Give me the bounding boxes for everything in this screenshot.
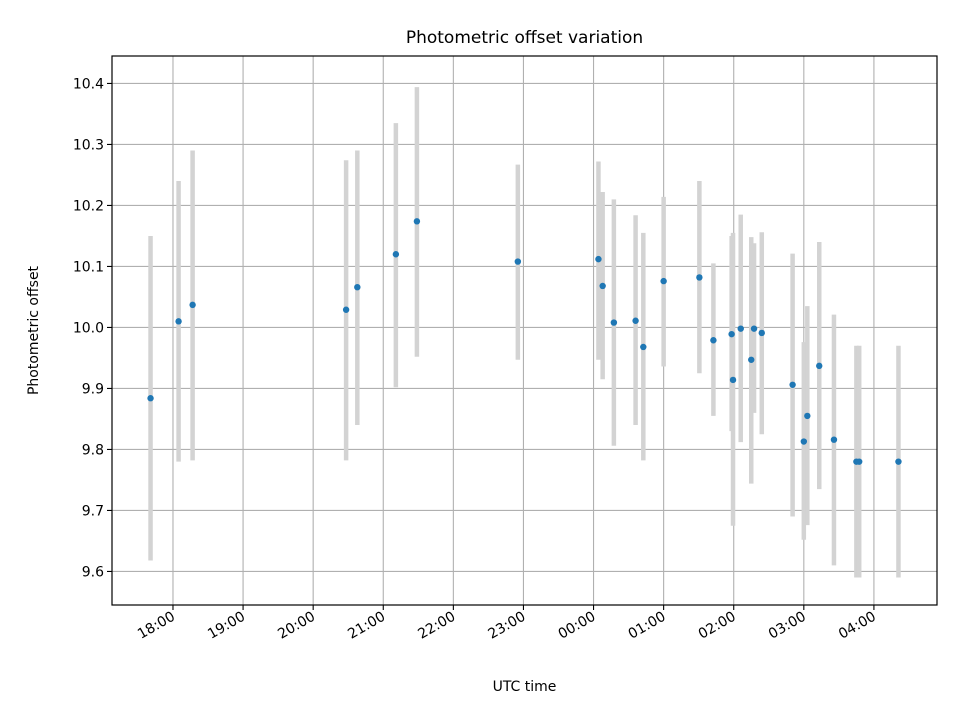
data-point [514,258,522,265]
data-points [147,218,902,465]
y-tick-label: 9.8 [82,442,104,458]
y-tick-label: 10.0 [73,320,104,336]
data-point [392,251,400,258]
data-point [147,395,154,402]
data-point [729,376,737,384]
data-point [710,337,717,344]
data-point [696,274,703,281]
y-tick-label: 9.6 [82,564,104,580]
data-point [830,436,838,443]
data-point [660,277,667,285]
data-point [728,330,735,338]
data-point [758,329,765,337]
data-point [354,283,361,291]
y-tick-label: 10.1 [73,259,104,275]
data-point [610,319,618,326]
data-point [816,362,823,370]
data-point [342,306,350,313]
data-point [599,282,606,290]
x-axis-label: UTC time [493,679,557,695]
data-point [175,318,182,325]
y-axis: 9.6 9.7 9.8 9.9 10.0 10.1 10.2 10.3 10.4 [73,76,112,580]
data-point [413,218,421,225]
y-tick-label: 9.7 [82,503,104,519]
y-tick-label: 10.3 [73,137,104,153]
data-point [748,356,755,363]
data-point [789,381,796,388]
data-point [595,255,602,263]
data-point [804,412,811,420]
data-point [640,343,647,351]
data-point [189,301,196,309]
grid [112,56,937,605]
y-axis-label: Photometric offset [26,265,42,395]
data-point [800,438,808,445]
data-point [632,317,639,324]
data-point [895,458,902,465]
y-tick-label: 10.4 [73,76,104,92]
y-tick-label: 10.2 [73,198,104,214]
data-point [737,325,744,332]
plot-frame [111,55,938,606]
data-point [855,458,863,465]
data-point [750,325,758,332]
y-tick-label: 9.9 [82,381,104,397]
chart-title: Photometric offset variation [406,28,643,48]
